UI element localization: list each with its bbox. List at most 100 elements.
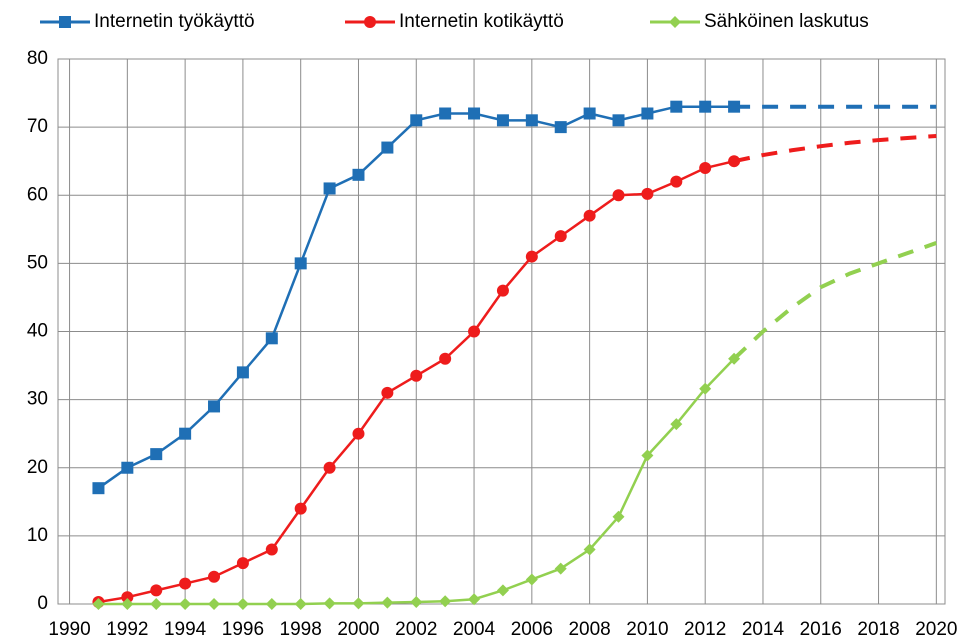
marker <box>150 584 163 597</box>
marker <box>699 162 712 174</box>
marker <box>323 597 336 610</box>
marker <box>583 107 596 120</box>
marker <box>236 557 249 570</box>
marker <box>410 595 423 608</box>
legend-label: Sähköinen laskutus <box>704 11 869 32</box>
marker <box>323 461 336 474</box>
y-tick-label: 60 <box>27 184 48 205</box>
legend-marker <box>669 16 681 28</box>
marker <box>583 543 596 556</box>
marker <box>728 155 741 168</box>
marker <box>381 596 394 609</box>
marker <box>525 573 538 586</box>
x-tick-label: 1996 <box>222 619 264 640</box>
x-tick-label: 2006 <box>511 619 553 640</box>
x-tick-label: 2008 <box>568 619 610 640</box>
marker <box>496 114 509 127</box>
marker <box>468 593 481 606</box>
marker <box>381 386 394 399</box>
marker <box>496 584 509 597</box>
marker <box>179 598 192 610</box>
marker <box>439 595 452 608</box>
x-tick-label: 2002 <box>395 619 437 640</box>
y-tick-label: 70 <box>27 116 48 137</box>
marker <box>150 598 163 610</box>
marker <box>179 577 192 590</box>
marker <box>121 591 134 604</box>
marker <box>612 114 625 127</box>
y-tick-label: 10 <box>27 525 48 546</box>
x-tick-label: 2014 <box>742 619 785 640</box>
marker <box>439 352 452 365</box>
legend-marker <box>364 16 376 28</box>
marker <box>641 449 654 462</box>
marker <box>410 369 423 382</box>
marker <box>265 332 278 345</box>
marker <box>554 121 567 134</box>
marker <box>179 427 192 440</box>
marker <box>265 598 278 610</box>
x-tick-label: 2010 <box>626 619 668 640</box>
marker <box>265 543 278 556</box>
legend-label: Internetin työkäyttö <box>94 11 255 32</box>
x-tick-label: 1990 <box>48 619 90 640</box>
marker <box>236 598 249 610</box>
marker <box>468 107 481 120</box>
y-tick-label: 20 <box>27 457 48 478</box>
y-tick-label: 80 <box>27 48 48 69</box>
marker <box>381 141 394 154</box>
x-tick-label: 1998 <box>280 619 322 640</box>
forecast-line <box>733 133 937 164</box>
marker <box>554 230 567 243</box>
marker <box>728 100 741 113</box>
marker <box>352 427 365 440</box>
marker <box>323 182 336 195</box>
marker <box>121 598 134 610</box>
marker <box>583 209 596 222</box>
marker <box>294 502 307 515</box>
marker <box>150 448 163 461</box>
y-tick-label: 50 <box>27 252 48 273</box>
y-tick-label: 40 <box>27 321 48 342</box>
marker <box>728 352 741 365</box>
marker <box>612 510 625 523</box>
marker <box>525 250 538 263</box>
x-tick-label: 1992 <box>106 619 148 640</box>
marker <box>525 114 538 127</box>
marker <box>641 107 654 120</box>
marker <box>439 107 452 120</box>
forecast-line <box>732 241 937 361</box>
marker <box>352 597 365 610</box>
marker <box>699 382 712 395</box>
marker <box>352 168 365 181</box>
marker <box>670 418 683 431</box>
marker <box>208 598 221 610</box>
x-tick-label: 1994 <box>164 619 207 640</box>
marker <box>670 100 683 113</box>
legend-marker <box>59 16 71 28</box>
y-tick-label: 0 <box>37 593 48 614</box>
marker <box>208 400 221 413</box>
marker <box>468 325 481 338</box>
y-tick-label: 30 <box>27 389 48 410</box>
marker <box>554 562 567 575</box>
marker <box>236 366 249 379</box>
x-tick-label: 2018 <box>857 619 899 640</box>
x-tick-label: 2004 <box>453 619 496 640</box>
marker <box>670 175 683 188</box>
x-tick-label: 2012 <box>684 619 726 640</box>
marker <box>612 189 625 202</box>
marker <box>121 461 134 474</box>
marker <box>699 100 712 113</box>
marker <box>641 187 654 200</box>
x-tick-label: 2000 <box>337 619 379 640</box>
marker <box>294 257 307 270</box>
marker <box>294 598 307 610</box>
x-tick-label: 2016 <box>800 619 842 640</box>
marker <box>496 284 509 297</box>
marker <box>92 598 105 610</box>
marker <box>92 482 105 495</box>
legend-label: Internetin kotikäyttö <box>399 11 564 32</box>
x-tick-label: 2020 <box>915 619 957 640</box>
